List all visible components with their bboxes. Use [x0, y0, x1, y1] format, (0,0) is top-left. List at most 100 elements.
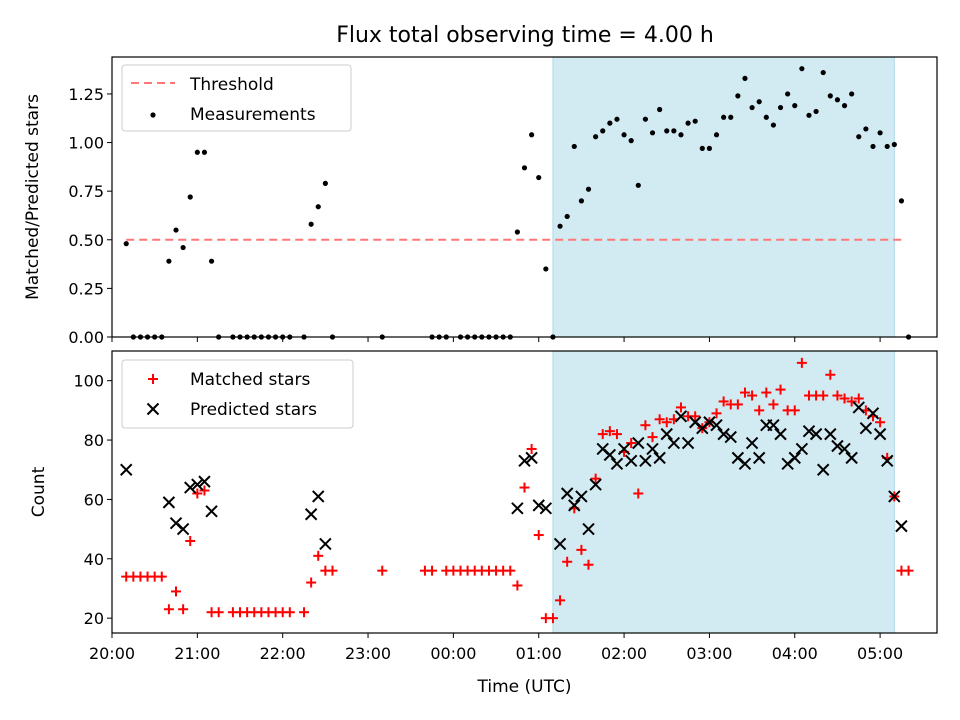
measurement-point — [166, 258, 172, 264]
predicted-star-point — [774, 427, 787, 441]
predicted-star-point — [767, 419, 780, 432]
measurement-point — [642, 116, 649, 122]
measurement-point — [820, 69, 826, 76]
predicted-star-point — [568, 499, 581, 512]
matched-star-point — [213, 607, 224, 618]
predicted-star-point — [518, 454, 531, 468]
matched-star-point — [562, 556, 573, 567]
matched-star-point — [626, 438, 637, 449]
matched-star-point — [156, 571, 167, 582]
measurement-point — [792, 103, 798, 109]
measurement-point — [578, 198, 584, 204]
predicted-star-point — [205, 505, 218, 518]
bottom-x-ticks: 20:00 21:00 22:00 23:00 00:00 01:00 02:00 03:00… — [89, 633, 903, 663]
measurement-point — [322, 180, 328, 186]
predicted-star-point — [674, 410, 688, 423]
matched-star-point — [647, 432, 658, 443]
predicted-star-point — [831, 439, 844, 453]
top-axes-frame — [111, 56, 938, 338]
matched-star-point — [163, 604, 174, 615]
measurement-point — [721, 114, 727, 120]
matched-star-point — [754, 405, 765, 416]
legend-threshold-label: Threshold — [189, 75, 274, 95]
predicted-star-point — [539, 502, 553, 515]
top-legend-box — [121, 64, 352, 132]
bottom-y-tick-label: 40 — [84, 550, 104, 569]
predicted-star-point — [710, 419, 723, 432]
measurement-point — [777, 104, 784, 111]
bottom-axes-frame — [111, 350, 938, 634]
bottom-x-tick-label: 00:00 — [430, 644, 476, 663]
measurement-point — [884, 143, 890, 150]
bottom-x-tick-label: 04:00 — [772, 644, 818, 663]
matched-star-point — [327, 565, 338, 576]
measurement-point — [521, 165, 528, 171]
predicted-star-point — [525, 451, 538, 465]
predicted-star-point — [816, 463, 830, 476]
measurement-point — [742, 75, 748, 81]
matched-star-point — [633, 488, 644, 499]
predicted-star-point — [511, 502, 524, 515]
matched-star-point — [427, 565, 438, 576]
legend-measurements-swatch — [150, 112, 156, 118]
matched-star-point — [711, 408, 722, 419]
matched-star-point — [597, 429, 608, 440]
matched-star-point — [732, 399, 743, 410]
matched-star-point — [796, 357, 807, 368]
matched-star-point — [576, 544, 587, 555]
measurement-point — [827, 93, 833, 99]
measurement-point — [735, 93, 741, 99]
measurement-point — [856, 134, 862, 140]
matched-star-point — [747, 390, 758, 401]
measurement-point — [877, 130, 883, 136]
matched-star-point — [832, 390, 843, 401]
top-y-ticks: 0.00 0.25 0.50 0.75 1.00 1.25 — [68, 85, 112, 347]
measurement-point — [763, 114, 769, 120]
predicted-star-point — [304, 508, 318, 521]
measurement-point — [664, 128, 670, 134]
legend-matched-swatch — [148, 374, 158, 384]
predicted-star-point — [120, 463, 133, 476]
bottom-x-tick-label: 01:00 — [516, 644, 562, 663]
measurement-point — [123, 241, 129, 247]
matched-star-point — [611, 429, 622, 440]
legend-predicted-marker — [146, 402, 160, 416]
measurement-point — [536, 174, 542, 181]
predicted-star-point — [610, 457, 624, 471]
bottom-y-tick-label: 60 — [84, 490, 104, 509]
predicted-star-point — [184, 481, 197, 494]
predicted-star-point — [738, 457, 752, 471]
predicted-star-point — [575, 490, 588, 503]
matched-star-point — [583, 559, 594, 570]
predicted-star-point — [795, 442, 809, 456]
legend-measurements-label: Measurements — [190, 105, 316, 125]
bottom-x-tick-label: 03:00 — [686, 644, 732, 663]
measurement-point — [649, 130, 656, 136]
predicted-star-point — [532, 499, 545, 512]
matched-star-point — [875, 417, 886, 428]
predicted-star-point — [809, 427, 823, 441]
measurement-point — [607, 120, 613, 126]
measurement-point — [543, 266, 549, 272]
measurement-point — [308, 221, 314, 227]
predicted-star-point — [752, 451, 766, 465]
matched-star-point — [547, 613, 558, 624]
measurement-point — [678, 132, 684, 138]
measurement-point — [529, 132, 535, 138]
predicted-star-point — [717, 427, 730, 441]
predicted-star-point — [582, 522, 595, 536]
matched-star-point — [533, 530, 544, 541]
matched-star-point — [789, 405, 800, 416]
matched-star-point — [171, 586, 182, 597]
measurement-point — [870, 143, 876, 150]
predicted-star-point — [824, 427, 837, 441]
measurement-point — [180, 244, 186, 251]
matched-star-point — [690, 411, 701, 422]
measurement-point — [898, 198, 905, 204]
measurement-point — [891, 141, 897, 148]
top-y-tick-label: 0.00 — [68, 328, 104, 347]
measurement-point — [600, 128, 606, 134]
predicted-star-point — [845, 451, 858, 465]
bottom-y-tick-label: 100 — [73, 372, 104, 391]
